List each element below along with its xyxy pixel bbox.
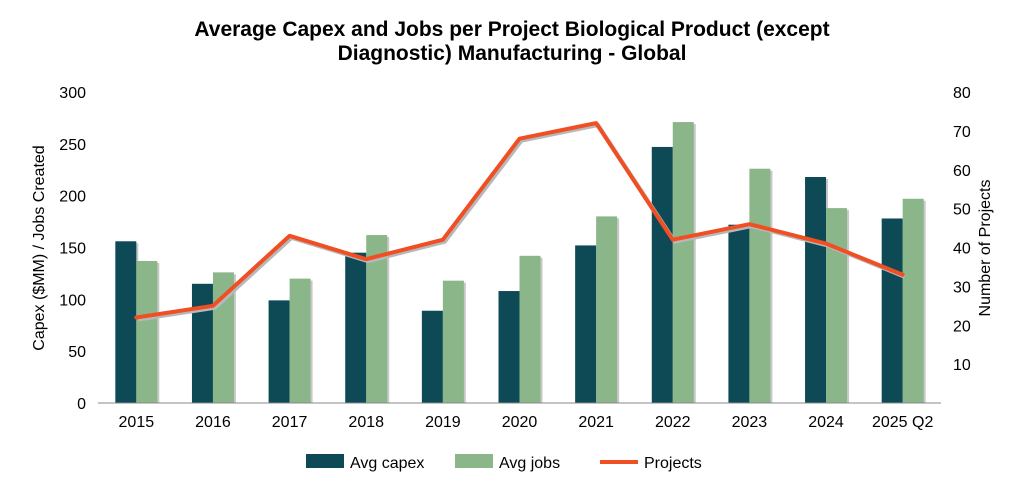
bar-avg-capex bbox=[421, 310, 443, 403]
bar-avg-jobs bbox=[749, 168, 771, 403]
bar-avg-capex bbox=[575, 245, 597, 403]
line-point bbox=[595, 122, 597, 124]
y-tick-label: 50 bbox=[68, 344, 86, 361]
line-point bbox=[902, 274, 904, 276]
bar-avg-jobs bbox=[519, 255, 541, 403]
x-tick-label: 2015 bbox=[119, 414, 155, 431]
y2-tick-label: 70 bbox=[953, 124, 971, 141]
legend-label: Avg capex bbox=[350, 455, 424, 472]
chart-title-line-2: Diagnostic) Manufacturing - Global bbox=[338, 42, 687, 65]
bar-avg-capex bbox=[728, 224, 750, 403]
legend-swatch bbox=[306, 454, 344, 468]
y-tick-label: 300 bbox=[59, 85, 86, 102]
bar-avg-jobs bbox=[366, 235, 388, 403]
bar-avg-jobs bbox=[902, 198, 924, 403]
bar-avg-capex bbox=[651, 146, 673, 403]
y2-axis-label: Number of Projects bbox=[977, 180, 994, 317]
legend: Avg capex Avg jobs Projects bbox=[306, 454, 702, 472]
y2-tick-label: 40 bbox=[953, 241, 971, 258]
x-tick-label: 2016 bbox=[195, 414, 231, 431]
line-point bbox=[825, 243, 827, 245]
y-tick-label: 150 bbox=[59, 241, 86, 258]
bar-avg-jobs bbox=[826, 208, 848, 403]
y2-tick-label: 80 bbox=[953, 85, 971, 102]
legend-label: Avg jobs bbox=[499, 455, 560, 472]
y-tick-label: 100 bbox=[59, 292, 86, 309]
line-point bbox=[365, 258, 367, 260]
line-point bbox=[289, 235, 291, 237]
line-point bbox=[212, 305, 214, 307]
y2-tick-label: 20 bbox=[953, 318, 971, 335]
bar-avg-jobs bbox=[289, 278, 311, 403]
bar-avg-capex bbox=[115, 241, 137, 403]
chart-title-line-1: Average Capex and Jobs per Project Biolo… bbox=[194, 18, 829, 41]
x-tick-label: 2017 bbox=[272, 414, 308, 431]
bar-avg-capex bbox=[345, 252, 367, 403]
y2-tick-label: 60 bbox=[953, 163, 971, 180]
line-point bbox=[519, 138, 520, 140]
bar-avg-capex bbox=[881, 218, 903, 403]
y2-tick-label: 50 bbox=[953, 202, 971, 219]
bar-avg-capex bbox=[805, 177, 827, 403]
bar-avg-jobs bbox=[442, 280, 464, 403]
y-tick-label: 200 bbox=[59, 189, 86, 206]
y-tick-label: 0 bbox=[77, 396, 86, 413]
x-tick-label: 2023 bbox=[732, 414, 768, 431]
x-tick-label: 2018 bbox=[348, 414, 384, 431]
bar-avg-capex bbox=[191, 283, 213, 403]
bar-avg-jobs bbox=[136, 260, 158, 403]
x-tick-label: 2020 bbox=[502, 414, 538, 431]
x-tick-label: 2022 bbox=[655, 414, 691, 431]
y-tick-label: 250 bbox=[59, 137, 86, 154]
legend-swatch bbox=[455, 454, 493, 468]
y2-tick-label: 10 bbox=[953, 357, 971, 374]
line-point bbox=[135, 316, 137, 318]
x-tick-label: 2019 bbox=[425, 414, 461, 431]
bar-avg-capex bbox=[498, 291, 520, 403]
line-point bbox=[672, 239, 674, 241]
line-point bbox=[442, 239, 444, 241]
bar-avg-capex bbox=[268, 300, 290, 403]
x-tick-label: 2025 Q2 bbox=[872, 414, 933, 431]
legend-label: Projects bbox=[644, 455, 702, 472]
bar-avg-jobs bbox=[596, 216, 618, 403]
plot-area: 0 50 100 150 200 250 300 10 20 30 40 50 60 70 80 2015 20… bbox=[59, 85, 971, 431]
x-tick-label: 2024 bbox=[808, 414, 844, 431]
y-axis-label: Capex ($MM) / Jobs Created bbox=[31, 145, 48, 350]
line-point bbox=[748, 223, 750, 225]
y2-tick-label: 30 bbox=[953, 279, 971, 296]
bar-avg-jobs bbox=[672, 122, 694, 404]
x-tick-label: 2021 bbox=[578, 414, 614, 431]
